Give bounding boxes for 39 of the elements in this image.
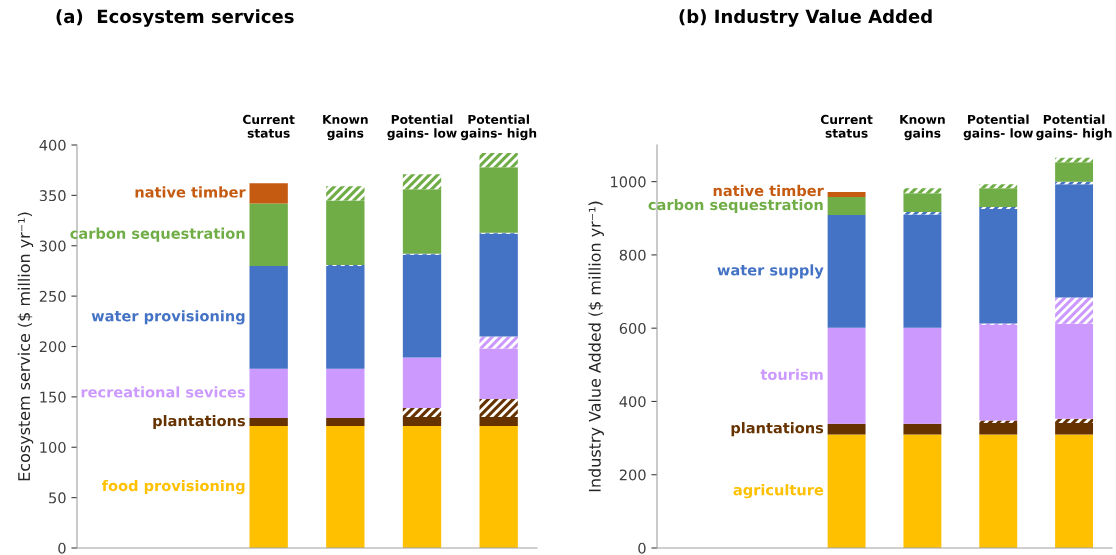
y-tick-label: 1000 <box>611 176 646 188</box>
series-label: carbon sequestration <box>648 198 823 214</box>
series-label: agriculture <box>733 484 824 499</box>
chart-title: (b) Industry Value Added <box>679 9 932 27</box>
y-tick-label: 200 <box>39 341 66 353</box>
x-tick-label: Known gains <box>323 114 368 141</box>
x-tick-label: Potential gains- high <box>460 114 537 141</box>
y-tick-label: 300 <box>39 240 66 252</box>
series-label: tourism <box>760 368 823 381</box>
series-label: recreational sevices <box>81 386 245 398</box>
y-tick-label: 150 <box>40 391 66 403</box>
series-label: native timber <box>135 186 246 198</box>
x-tick-label: Potential gains- low <box>387 114 457 141</box>
series-label: plantations <box>731 422 824 437</box>
y-tick-label: 400 <box>619 396 646 408</box>
x-tick-label: Current status <box>243 114 295 138</box>
y-tick-label: 350 <box>39 190 66 202</box>
x-tick-label: Potential gains- high <box>1036 114 1112 141</box>
series-label: plantations <box>153 415 245 430</box>
y-tick-label: 0 <box>638 542 646 554</box>
series-label: water supply <box>717 264 824 279</box>
y-tick-label: 0 <box>58 542 66 554</box>
y-axis-title: Industry Value Added ($ million yr⁻¹) <box>588 201 604 492</box>
series-label: native timber <box>713 184 824 197</box>
x-tick-label: Potential gains- low <box>963 114 1034 141</box>
y-tick-label: 200 <box>619 469 646 481</box>
y-axis-title: Ecosystem service ($ million yr⁻¹) <box>17 212 34 481</box>
x-tick-label: Known gains <box>900 114 945 141</box>
series-label: water provisioning <box>91 310 245 325</box>
y-tick-label: 800 <box>619 249 646 261</box>
series-label: food provisioning <box>101 479 245 495</box>
y-tick-label: 50 <box>49 492 66 504</box>
y-tick-label: 600 <box>619 322 646 334</box>
x-tick-label: Current status <box>820 114 873 138</box>
chart-title: (a) Ecosystem services <box>56 9 294 27</box>
y-tick-label: 250 <box>39 290 66 302</box>
series-label: carbon sequestration <box>70 227 245 242</box>
y-tick-label: 100 <box>40 441 66 453</box>
y-tick-label: 400 <box>39 139 66 151</box>
